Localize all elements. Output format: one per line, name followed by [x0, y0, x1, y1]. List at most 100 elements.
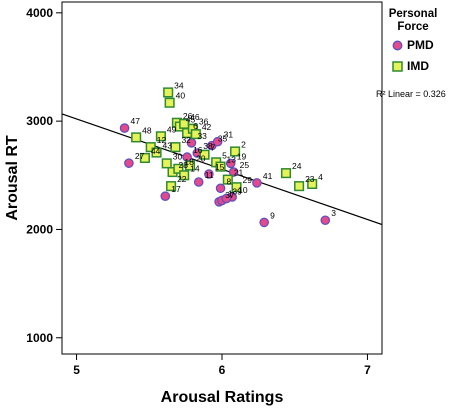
data-point-pmd — [259, 217, 269, 228]
point-label: 25 — [240, 160, 250, 170]
point-label: 43 — [163, 141, 173, 151]
data-point-pmd — [228, 167, 239, 177]
y-axis-label: Arousal RT — [4, 135, 21, 221]
point-label: 44 — [151, 146, 161, 156]
data-point-pmd — [124, 158, 134, 168]
data-point-imd — [294, 181, 305, 192]
point-label: 35 — [218, 134, 228, 144]
point-label: 30 — [173, 151, 183, 161]
point-label: 27 — [135, 151, 145, 161]
data-point-imd — [190, 129, 201, 140]
legend-item-pmd: PMD — [374, 37, 452, 55]
data-point-imd — [231, 182, 242, 193]
point-label: 5 — [222, 150, 227, 160]
point-label: 28 — [179, 160, 189, 170]
x-axis-label: Arousal Ratings — [161, 389, 284, 406]
fit-r2-label: R² Linear = 0.326 — [376, 89, 446, 99]
point-label: 11 — [205, 170, 214, 180]
point-label: 16 — [193, 145, 203, 155]
point-label: 17 — [171, 184, 181, 194]
point-label: 34 — [174, 80, 184, 90]
point-label: 13 — [227, 155, 237, 165]
point-label: 49 — [167, 124, 177, 134]
y-tick-label: 4000 — [26, 6, 53, 20]
plot-area-frame — [61, 1, 383, 355]
data-point-imd — [230, 146, 241, 157]
point-label: 32 — [181, 135, 191, 145]
point-label: 9 — [270, 210, 275, 220]
y-tick-label: 1000 — [26, 331, 53, 345]
data-point-imd — [280, 168, 292, 179]
legend: Personal Force PMD IMD — [374, 8, 452, 76]
x-tick-label: 7 — [364, 363, 371, 377]
point-label: 33 — [197, 131, 207, 141]
point-label: 38 — [203, 141, 213, 151]
data-point-pmd — [119, 123, 130, 133]
data-point-imd — [164, 97, 175, 108]
point-label: 37 — [225, 190, 235, 200]
point-label: 48 — [142, 125, 152, 135]
x-tick-label: 6 — [219, 363, 226, 377]
point-label: 31 — [224, 130, 234, 140]
data-point-imd — [215, 161, 226, 172]
point-label: 19 — [237, 151, 247, 161]
x-tick-label: 5 — [73, 363, 80, 377]
data-point-imd — [163, 87, 174, 98]
point-label: 20 — [196, 154, 206, 164]
legend-item-imd: IMD — [374, 58, 452, 76]
legend-marker-imd-icon — [392, 61, 403, 72]
data-point-imd — [222, 174, 233, 185]
point-label: 1 — [228, 188, 233, 198]
point-label: 40 — [176, 91, 186, 101]
point-label: 21 — [234, 168, 244, 178]
point-label: 18 — [184, 157, 194, 167]
point-label: 23 — [305, 174, 315, 184]
data-point-imd — [307, 178, 318, 190]
point-label: 45 — [186, 115, 196, 125]
data-point-imd — [199, 149, 210, 160]
point-label: 47 — [131, 116, 141, 126]
data-point-pmd — [221, 193, 232, 204]
y-tick-label: 3000 — [26, 114, 53, 128]
data-points — [119, 87, 331, 228]
data-point-imd — [131, 132, 142, 143]
data-point-pmd — [212, 136, 223, 147]
data-point-imd — [184, 160, 196, 171]
point-label: 29 — [243, 175, 253, 185]
data-point-pmd — [252, 178, 262, 188]
point-label: 26 — [183, 111, 193, 121]
data-point-pmd — [225, 158, 236, 169]
data-point-imd — [155, 131, 166, 142]
point-label: 39 — [232, 187, 242, 197]
axis-ticks: 5 6 7 1000 2000 3000 4000 — [26, 6, 371, 377]
data-point-imd — [145, 142, 156, 153]
legend-label-pmd: PMD — [407, 38, 434, 52]
point-label: 46 — [190, 112, 200, 122]
data-point-imd — [139, 152, 150, 164]
data-point-imd — [173, 163, 184, 174]
point-label: 42 — [202, 122, 212, 132]
point-label: 12 — [157, 135, 167, 145]
y-tick-label: 2000 — [26, 222, 53, 236]
legend-marker-pmd-icon — [392, 40, 403, 51]
point-label: 8 — [227, 176, 232, 186]
data-point-imd — [151, 147, 162, 158]
data-point-imd — [179, 170, 190, 181]
point-label: 10 — [238, 185, 248, 195]
legend-label-imd: IMD — [407, 59, 429, 73]
data-point-pmd — [193, 177, 204, 187]
data-point-imd — [161, 158, 172, 169]
point-label: 36 — [199, 117, 209, 127]
point-label: 15 — [215, 162, 225, 172]
point-label: 7 — [211, 143, 216, 153]
data-point-pmd — [160, 191, 171, 201]
point-label: 4 — [318, 172, 323, 182]
point-label: 22 — [177, 174, 187, 184]
point-label: 6 — [193, 121, 198, 131]
legend-title: Personal Force — [388, 8, 438, 33]
point-label: 3 — [331, 208, 336, 218]
data-point-pmd — [215, 183, 226, 194]
point-label: 14 — [190, 163, 200, 173]
